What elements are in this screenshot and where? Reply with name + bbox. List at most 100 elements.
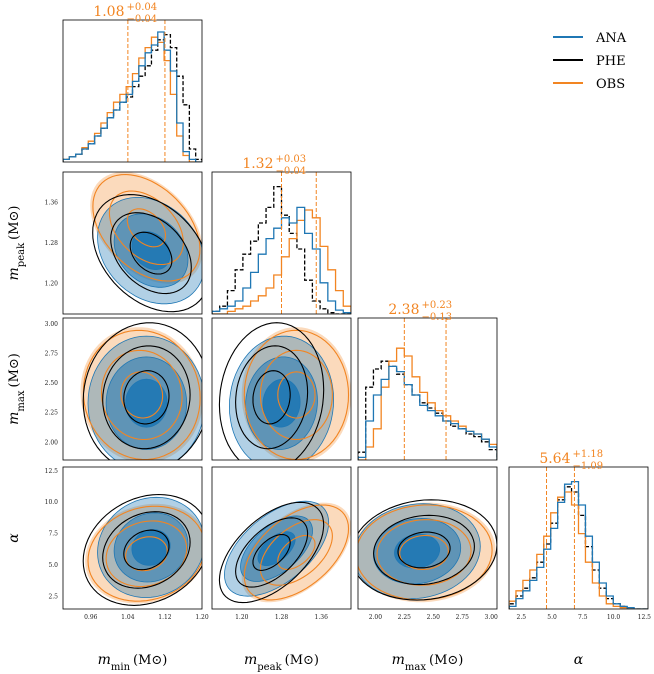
contour-panel-m_min-m_peak	[62, 171, 203, 315]
hist-ana-m_max	[358, 365, 497, 460]
xlabel-m_max: mmax (M⊙)	[392, 652, 464, 673]
contour-phe-level-2	[102, 345, 191, 450]
panel-frame	[211, 317, 352, 461]
contour-group	[80, 322, 202, 460]
hist-series-group	[63, 31, 202, 162]
hist-obs-alpha	[509, 491, 648, 609]
ytick-m_max: 2.00	[45, 439, 59, 446]
param-title-minus: −0.04	[127, 14, 158, 25]
ytick-m_peak: 1.36	[45, 199, 59, 206]
xtick-m_min: 1.04	[121, 614, 135, 621]
contour-ana-level-3	[262, 378, 301, 428]
param-title-minus: −0.13	[422, 312, 453, 323]
ylabel-alpha: α	[6, 533, 22, 543]
contour-panel-m_peak-alpha	[211, 466, 352, 610]
contour-group	[82, 493, 202, 606]
contour-obs-level-2	[259, 519, 333, 586]
contour-obs-level-3	[126, 208, 167, 248]
hist-frame	[357, 317, 498, 461]
contour-obs-level-3	[120, 371, 164, 419]
legend-label-obs: OBS	[596, 77, 625, 92]
ytick-alpha: 12.5	[45, 468, 59, 475]
hist-series-group	[358, 347, 497, 460]
contour-phe-level-1	[82, 493, 202, 606]
contour-obs-level-1	[243, 329, 350, 460]
ytick-m_max: 2.75	[45, 351, 59, 358]
xtick-m_max: 2.50	[427, 614, 441, 621]
xlabel-m_peak: mpeak (M⊙)	[244, 652, 319, 673]
contour-group	[218, 322, 351, 460]
contour-group	[358, 499, 497, 603]
ylabel-sub: peak	[16, 242, 27, 267]
contour-phe-level-3	[123, 529, 170, 571]
param-title-minus: −1.09	[573, 461, 604, 472]
hist-panel-alpha: 5.64 +1.18−1.09	[508, 449, 649, 610]
hist-phe-m_min	[63, 33, 202, 162]
xlabel-sub: max	[405, 662, 426, 673]
xtick-alpha: 2.5	[517, 614, 527, 621]
xtick-alpha: 5.0	[547, 614, 557, 621]
hist-obs-m_peak	[212, 209, 351, 314]
hist-ana-alpha	[509, 480, 648, 609]
contour-panel-m_min-m_max	[62, 317, 203, 461]
param-title-plus: +0.04	[127, 2, 158, 13]
legend-label-phe: PHE	[596, 54, 626, 69]
contour-obs-level-2	[100, 349, 183, 441]
contour-ana-level-3	[257, 531, 296, 566]
contour-phe-level-2	[235, 345, 309, 450]
contour-phe-level-1	[218, 501, 325, 604]
panel-frame	[211, 466, 352, 610]
contour-phe-level-3	[397, 531, 451, 569]
ylabel-sub: max	[16, 390, 27, 411]
xtick-m_max: 3.00	[485, 614, 499, 621]
contour-obs-level-3	[125, 536, 168, 572]
ylabel-m_max: mmax(M⊙)	[6, 353, 27, 425]
ytick-alpha: 5.0	[48, 562, 58, 569]
param-title-median: 1.08	[93, 4, 124, 20]
xtick-m_min: 0.96	[84, 614, 98, 621]
contour-phe-level-3	[252, 370, 291, 425]
xlabel-sub: peak	[257, 662, 282, 673]
panel-frame	[62, 317, 203, 461]
contour-phe-level-2	[102, 511, 191, 589]
xlabel-sub: min	[111, 662, 131, 673]
contour-ana-level-3	[131, 231, 171, 270]
contour-phe-level-2	[373, 514, 475, 586]
param-title-plus: +0.23	[422, 300, 453, 311]
xtick-alpha: 10.0	[607, 614, 621, 621]
contour-group	[218, 500, 351, 604]
xtick-m_peak: 1.28	[275, 614, 289, 621]
xtick-alpha: 12.5	[638, 614, 652, 621]
panel-frame	[62, 171, 203, 315]
param-title-median: 1.32	[242, 156, 273, 172]
contour-phe-level-3	[252, 533, 291, 571]
hist-obs-m_min	[63, 36, 202, 162]
contour-phe-level-2	[235, 517, 309, 588]
hist-phe-m_peak	[212, 185, 351, 314]
contour-panel-m_max-alpha	[357, 466, 498, 610]
param-title-median: 2.38	[388, 302, 419, 318]
contour-panel-m_peak-m_max	[211, 317, 352, 461]
ytick-m_peak: 1.20	[45, 281, 59, 288]
xlabel-unit: (M⊙)	[429, 653, 463, 668]
ylabel-unit: (M⊙)	[7, 353, 22, 387]
contour-phe-level-1	[218, 322, 325, 460]
contour-obs-level-2	[376, 519, 472, 586]
ylabel-unit: (M⊙)	[7, 206, 22, 240]
ytick-m_peak: 1.28	[45, 240, 59, 247]
contour-group	[90, 172, 202, 313]
param-title-plus: +0.03	[276, 154, 307, 165]
xtick-m_peak: 1.20	[235, 614, 249, 621]
contour-obs-level-2	[108, 190, 184, 266]
ytick-m_max: 3.00	[45, 321, 59, 328]
xtick-m_max: 2.75	[456, 614, 470, 621]
ytick-m_max: 2.50	[45, 380, 59, 387]
xtick-m_max: 2.25	[398, 614, 412, 621]
param-title-median: 5.64	[539, 451, 570, 467]
hist-panel-m_min: 1.08 +0.04−0.04	[62, 2, 203, 163]
hist-ana-m_min	[63, 31, 202, 162]
hist-panel-m_peak: 1.32 +0.03−0.04	[211, 154, 352, 315]
hist-series-group	[509, 480, 648, 609]
contour-obs-level-1	[92, 173, 201, 282]
